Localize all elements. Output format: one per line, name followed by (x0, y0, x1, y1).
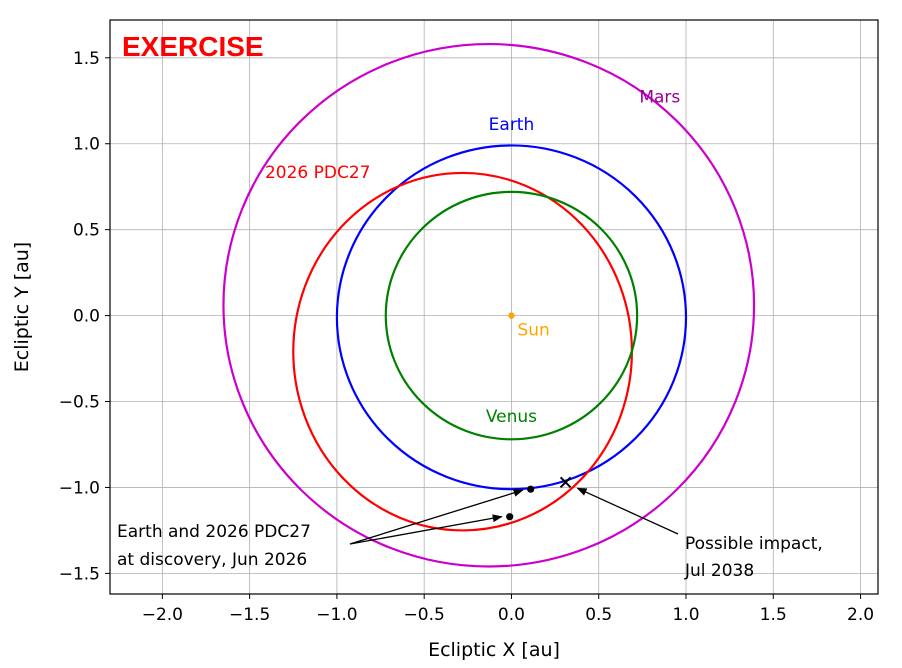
x-tick-label: −2.0 (142, 605, 183, 625)
x-tick-label: 2.0 (847, 605, 874, 625)
x-tick-label: −1.0 (316, 605, 357, 625)
orbit-earth (335, 144, 688, 491)
annotations: Earth and 2026 PDC27 at discovery, Jun 2… (117, 487, 823, 581)
y-tick-label: −0.5 (59, 393, 100, 413)
x-tick-label: 1.5 (760, 605, 787, 625)
impact-point (559, 476, 572, 489)
sun-label: Sun (517, 321, 549, 341)
x-tick-label: −0.5 (404, 605, 445, 625)
discovery-point (506, 513, 514, 521)
orbit-label-earth: Earth (489, 115, 535, 135)
orbit-mars (222, 42, 756, 568)
sun-marker (508, 312, 515, 319)
y-tick-label: 1.5 (73, 49, 100, 69)
discovery-note-line2: at discovery, Jun 2026 (117, 550, 307, 570)
orbit-label-mars: Mars (639, 87, 680, 107)
y-tick-label: 1.0 (73, 135, 100, 155)
discovery-arrow (349, 489, 524, 545)
orbits (222, 42, 756, 568)
y-tick-label: −1.0 (59, 478, 100, 498)
x-tick-label: −1.5 (229, 605, 270, 625)
y-tick-label: 0.5 (73, 221, 100, 241)
ticks: −2.0 −1.5 −1.0 −0.5 0.0 0.5 1.0 1.5 2.0 1.5 1.0 0.5… (59, 49, 874, 625)
x-tick-label: 0.5 (585, 605, 612, 625)
plot-frame (109, 19, 879, 595)
y-axis-label: Ecliptic Y [au] (11, 242, 33, 372)
discovery-point (527, 485, 535, 493)
orbit-label-venus: Venus (486, 407, 537, 427)
markers: Mars Earth 2026 PDC27 Venus Sun (265, 87, 680, 521)
impact-note-line1: Possible impact, (685, 534, 823, 554)
x-tick-label: 0.0 (498, 605, 525, 625)
impact-note-line2: Jul 2038 (684, 561, 754, 581)
discovery-note-line1: Earth and 2026 PDC27 (117, 522, 311, 542)
orbit-venus (384, 190, 639, 441)
orbit-label-2026-pdc27: 2026 PDC27 (265, 163, 371, 183)
y-tick-label: −1.5 (59, 564, 100, 584)
exercise-stamp: EXERCISE (122, 31, 264, 62)
impact-arrow (576, 487, 679, 535)
y-tick-label: 0.0 (73, 307, 100, 327)
discovery-arrow (349, 514, 503, 545)
x-tick-label: 1.0 (672, 605, 699, 625)
x-axis-label: Ecliptic X [au] (428, 639, 560, 661)
